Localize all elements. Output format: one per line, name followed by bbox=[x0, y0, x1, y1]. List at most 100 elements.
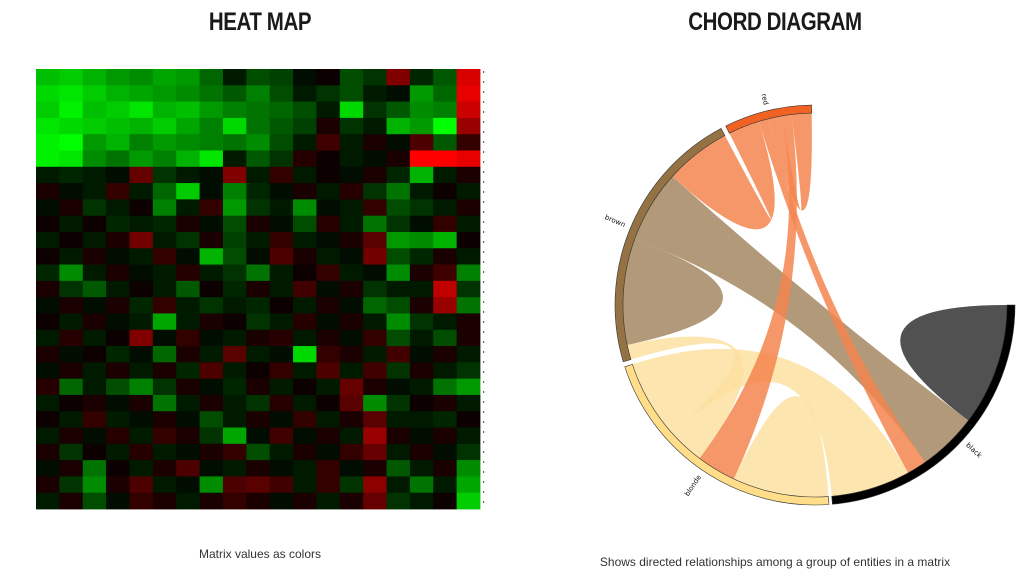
heatmap-cell bbox=[36, 394, 60, 412]
heatmap-cell bbox=[269, 264, 294, 282]
heatmap-cell bbox=[36, 297, 60, 314]
heatmap-cell bbox=[152, 329, 177, 347]
heatmap-row-tick bbox=[483, 201, 485, 203]
heatmap-cell bbox=[269, 297, 294, 314]
heatmap-cell bbox=[222, 215, 247, 233]
heatmap-cell bbox=[36, 427, 60, 445]
heatmap-cell bbox=[386, 427, 411, 445]
heatmap-cell bbox=[36, 460, 60, 477]
heatmap-row-tick bbox=[483, 391, 485, 393]
heatmap-cell bbox=[129, 166, 154, 184]
heatmap-cell bbox=[386, 117, 411, 135]
heatmap-cell bbox=[222, 411, 247, 428]
heatmap-cell bbox=[36, 313, 60, 331]
heatmap-row-tick bbox=[483, 421, 485, 423]
heatmap-cell bbox=[82, 492, 107, 510]
heatmap-cell bbox=[246, 297, 271, 314]
heatmap-row-tick bbox=[483, 111, 485, 113]
heatmap-row-tick bbox=[483, 451, 485, 453]
heatmap-cell bbox=[152, 166, 177, 184]
heatmap-cell bbox=[152, 378, 177, 396]
heatmap-cell bbox=[386, 280, 411, 298]
heatmap-cell bbox=[199, 280, 224, 298]
heatmap-cell bbox=[316, 346, 341, 363]
heatmap-cell bbox=[36, 215, 60, 233]
heatmap-cell bbox=[409, 280, 434, 298]
heatmap-cell bbox=[386, 150, 411, 168]
heatmap-row-tick bbox=[483, 481, 485, 483]
heatmap-cell bbox=[363, 427, 387, 445]
heatmap-cell bbox=[433, 492, 458, 510]
heatmap-row-tick bbox=[483, 441, 485, 443]
heatmap-cell bbox=[246, 313, 271, 331]
heatmap-cell bbox=[433, 69, 458, 86]
heatmap-cell bbox=[129, 101, 154, 119]
heatmap-cell bbox=[59, 476, 84, 494]
heatmap-cell bbox=[199, 394, 224, 412]
heatmap-row-tick bbox=[483, 301, 485, 303]
heatmap-cell bbox=[363, 101, 387, 119]
heatmap-cell bbox=[456, 297, 481, 314]
heatmap-cell bbox=[433, 411, 458, 428]
heatmap-cell bbox=[36, 85, 60, 102]
chord-ribbon-black-brown bbox=[634, 176, 969, 463]
heatmap-cell bbox=[106, 492, 130, 510]
heatmap-cell bbox=[363, 280, 387, 298]
heatmap-cell bbox=[339, 329, 364, 347]
heatmap-cell bbox=[316, 443, 341, 461]
heatmap-cell bbox=[82, 264, 107, 282]
heatmap-cell bbox=[269, 492, 294, 510]
heatmap-cell bbox=[176, 264, 200, 282]
heatmap-cell bbox=[106, 150, 130, 168]
heatmap-cell bbox=[129, 378, 154, 396]
heatmap-cell bbox=[199, 264, 224, 282]
heatmap-cell bbox=[176, 134, 200, 151]
heatmap-cell bbox=[363, 492, 387, 510]
heatmap-cell bbox=[246, 476, 271, 494]
heatmap-cell bbox=[339, 476, 364, 494]
heatmap-cell bbox=[129, 264, 154, 282]
heatmap-cell bbox=[129, 69, 154, 86]
heatmap-cell bbox=[106, 280, 130, 298]
heatmap-cell bbox=[222, 166, 247, 184]
heatmap-cell bbox=[293, 134, 317, 151]
heatmap-cell bbox=[59, 492, 84, 510]
heatmap-cell bbox=[269, 394, 294, 412]
heatmap-cell bbox=[269, 378, 294, 396]
heatmap-cell bbox=[129, 394, 154, 412]
heatmap-cell bbox=[316, 101, 341, 119]
heatmap-cell bbox=[129, 297, 154, 314]
heatmap-cell bbox=[363, 297, 387, 314]
heatmap-cell bbox=[409, 248, 434, 265]
heatmap-cell bbox=[199, 362, 224, 380]
heatmap-cell bbox=[106, 427, 130, 445]
heatmap-cell bbox=[433, 150, 458, 168]
heatmap-cell bbox=[222, 248, 247, 265]
chord-chart: black blonde brown red bbox=[604, 93, 1016, 506]
heatmap-cell bbox=[246, 248, 271, 265]
heatmap-row-tick bbox=[483, 401, 485, 403]
heatmap-cell bbox=[152, 117, 177, 135]
heatmap-cell bbox=[316, 183, 341, 200]
heatmap-cell bbox=[222, 134, 247, 151]
heatmap-cell bbox=[386, 101, 411, 119]
heatmap-cell bbox=[409, 199, 434, 217]
heatmap-cell bbox=[59, 199, 84, 217]
heatmap-cell bbox=[293, 492, 317, 510]
heatmap-cell bbox=[339, 346, 364, 363]
heatmap-row-tick bbox=[483, 461, 485, 463]
heatmap-cell bbox=[293, 362, 317, 380]
heatmap-cell bbox=[339, 460, 364, 477]
heatmap-row-tick bbox=[483, 341, 485, 343]
heatmap-cell bbox=[246, 460, 271, 477]
heatmap-cell bbox=[316, 85, 341, 102]
heatmap-cell bbox=[82, 101, 107, 119]
heatmap-cell bbox=[59, 248, 84, 265]
heatmap-cell bbox=[246, 215, 271, 233]
heatmap-cell bbox=[456, 166, 481, 184]
heatmap-cell bbox=[129, 280, 154, 298]
heatmap-row-tick bbox=[483, 181, 485, 183]
heatmap-cell bbox=[222, 183, 247, 200]
heatmap-cell bbox=[246, 69, 271, 86]
heatmap-cell bbox=[339, 313, 364, 331]
